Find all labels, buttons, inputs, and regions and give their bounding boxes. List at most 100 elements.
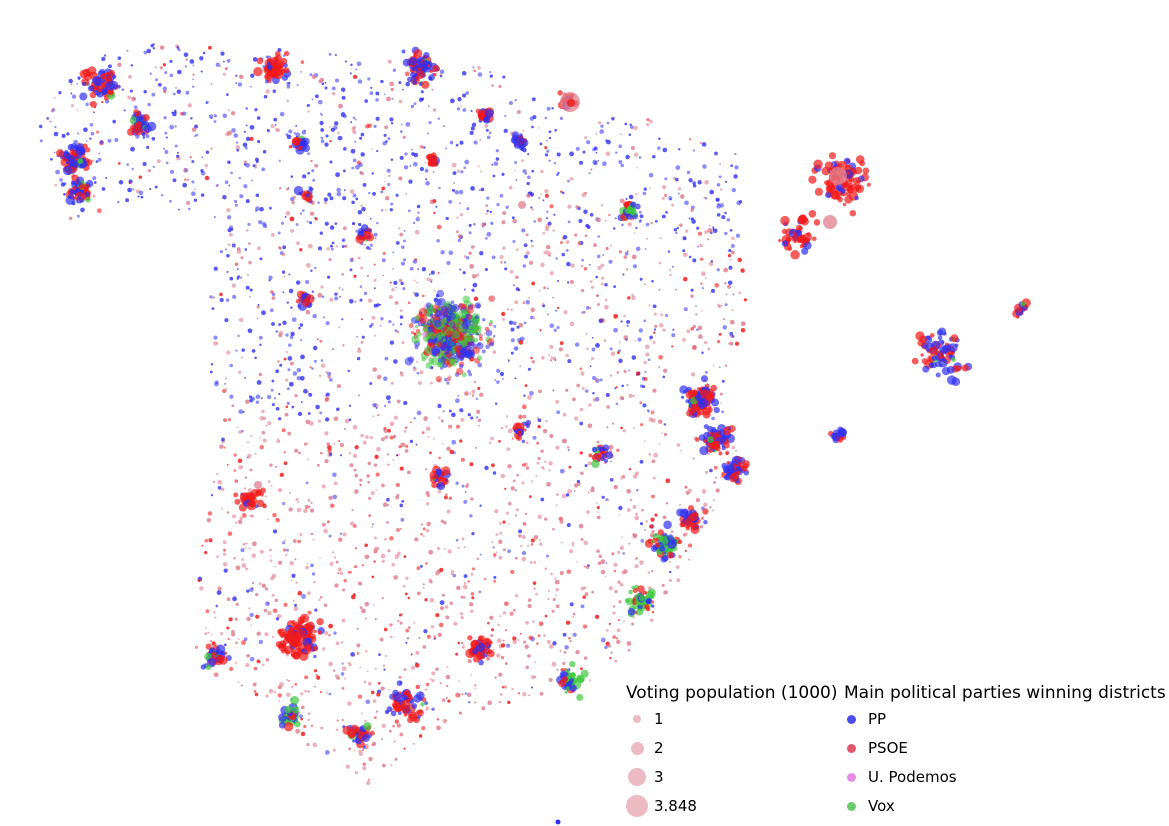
district-dot bbox=[416, 371, 420, 375]
district-dot bbox=[583, 565, 586, 568]
district-dot bbox=[416, 204, 421, 209]
district-dot bbox=[341, 318, 344, 321]
district-dot bbox=[545, 554, 549, 558]
district-dot bbox=[855, 155, 865, 164]
district-dot bbox=[135, 111, 141, 117]
district-dot bbox=[628, 133, 632, 136]
district-dot bbox=[616, 448, 620, 452]
district-dot bbox=[424, 168, 429, 173]
district-dot bbox=[307, 243, 313, 249]
district-dot bbox=[672, 265, 674, 268]
district-dot bbox=[255, 164, 257, 166]
district-dot bbox=[469, 264, 475, 269]
district-dot bbox=[390, 202, 394, 206]
district-dot bbox=[471, 122, 477, 127]
district-dot bbox=[244, 146, 248, 150]
district-dot bbox=[743, 298, 747, 302]
district-dot bbox=[411, 148, 413, 151]
district-dot bbox=[432, 171, 435, 173]
district-dot bbox=[670, 530, 674, 534]
district-dot bbox=[249, 514, 252, 517]
district-dot bbox=[63, 192, 66, 196]
district-dot bbox=[498, 84, 502, 89]
district-dot bbox=[332, 669, 336, 672]
district-dot bbox=[306, 103, 310, 108]
district-dot bbox=[396, 399, 401, 404]
district-dot bbox=[547, 598, 550, 600]
district-dot bbox=[149, 72, 152, 75]
district-dot bbox=[93, 111, 95, 114]
district-dot bbox=[590, 168, 593, 171]
district-dot bbox=[469, 392, 471, 395]
district-dot bbox=[485, 212, 488, 215]
district-dot bbox=[246, 589, 250, 593]
district-dot bbox=[420, 533, 423, 536]
district-dot bbox=[548, 130, 552, 134]
district-dot bbox=[704, 196, 708, 200]
district-dot bbox=[269, 555, 272, 557]
district-dot bbox=[499, 693, 503, 696]
district-dot bbox=[575, 205, 579, 209]
district-dot bbox=[493, 161, 499, 166]
district-dot bbox=[251, 349, 256, 353]
district-dot bbox=[193, 188, 196, 191]
district-dot bbox=[143, 124, 152, 133]
district-dot bbox=[147, 169, 151, 173]
district-dot bbox=[271, 62, 276, 68]
district-dot bbox=[375, 710, 379, 713]
district-dot bbox=[515, 556, 518, 560]
district-dot bbox=[467, 413, 471, 417]
district-dot bbox=[217, 586, 222, 591]
district-dot bbox=[501, 686, 505, 689]
district-dot bbox=[450, 98, 455, 104]
district-dot bbox=[307, 412, 311, 415]
district-dot bbox=[651, 459, 656, 464]
district-dot bbox=[353, 524, 357, 528]
district-dot bbox=[813, 219, 821, 226]
district-dot bbox=[671, 203, 675, 207]
district-dot bbox=[372, 699, 377, 703]
district-dot bbox=[494, 379, 497, 382]
district-dot bbox=[138, 175, 142, 179]
district-dot bbox=[410, 421, 413, 424]
district-dot bbox=[425, 491, 430, 496]
district-dot bbox=[282, 245, 287, 250]
district-dot bbox=[328, 633, 331, 637]
district-dot bbox=[264, 587, 268, 591]
district-dot bbox=[53, 131, 59, 137]
district-dot bbox=[270, 484, 273, 487]
district-dot bbox=[658, 419, 663, 424]
district-dot bbox=[278, 560, 283, 565]
district-dot bbox=[399, 232, 404, 237]
district-dot bbox=[278, 392, 281, 396]
district-dot bbox=[432, 199, 437, 203]
district-dot bbox=[530, 307, 536, 313]
district-dot bbox=[512, 636, 517, 641]
district-dot bbox=[400, 130, 403, 133]
district-dot bbox=[235, 82, 237, 84]
district-dot bbox=[440, 606, 444, 611]
district-dot bbox=[172, 92, 176, 96]
district-dot bbox=[328, 692, 332, 696]
district-dot bbox=[265, 694, 269, 698]
district-dot bbox=[469, 130, 474, 135]
district-dot bbox=[318, 374, 322, 377]
district-dot bbox=[612, 611, 616, 615]
district-dot bbox=[127, 95, 132, 100]
district-dot bbox=[335, 728, 339, 732]
district-dot bbox=[796, 235, 805, 243]
district-dot bbox=[169, 73, 174, 78]
district-dot bbox=[301, 140, 308, 147]
district-dot bbox=[709, 468, 713, 473]
district-dot bbox=[581, 311, 584, 314]
district-dot bbox=[333, 416, 339, 422]
district-dot bbox=[579, 367, 583, 371]
district-dot bbox=[576, 560, 579, 563]
district-dot bbox=[245, 542, 248, 545]
district-dot bbox=[267, 518, 269, 521]
district-dot bbox=[464, 491, 467, 493]
district-dot bbox=[538, 389, 542, 394]
district-dot bbox=[341, 288, 344, 291]
district-dot bbox=[559, 241, 563, 245]
district-dot bbox=[398, 675, 402, 679]
